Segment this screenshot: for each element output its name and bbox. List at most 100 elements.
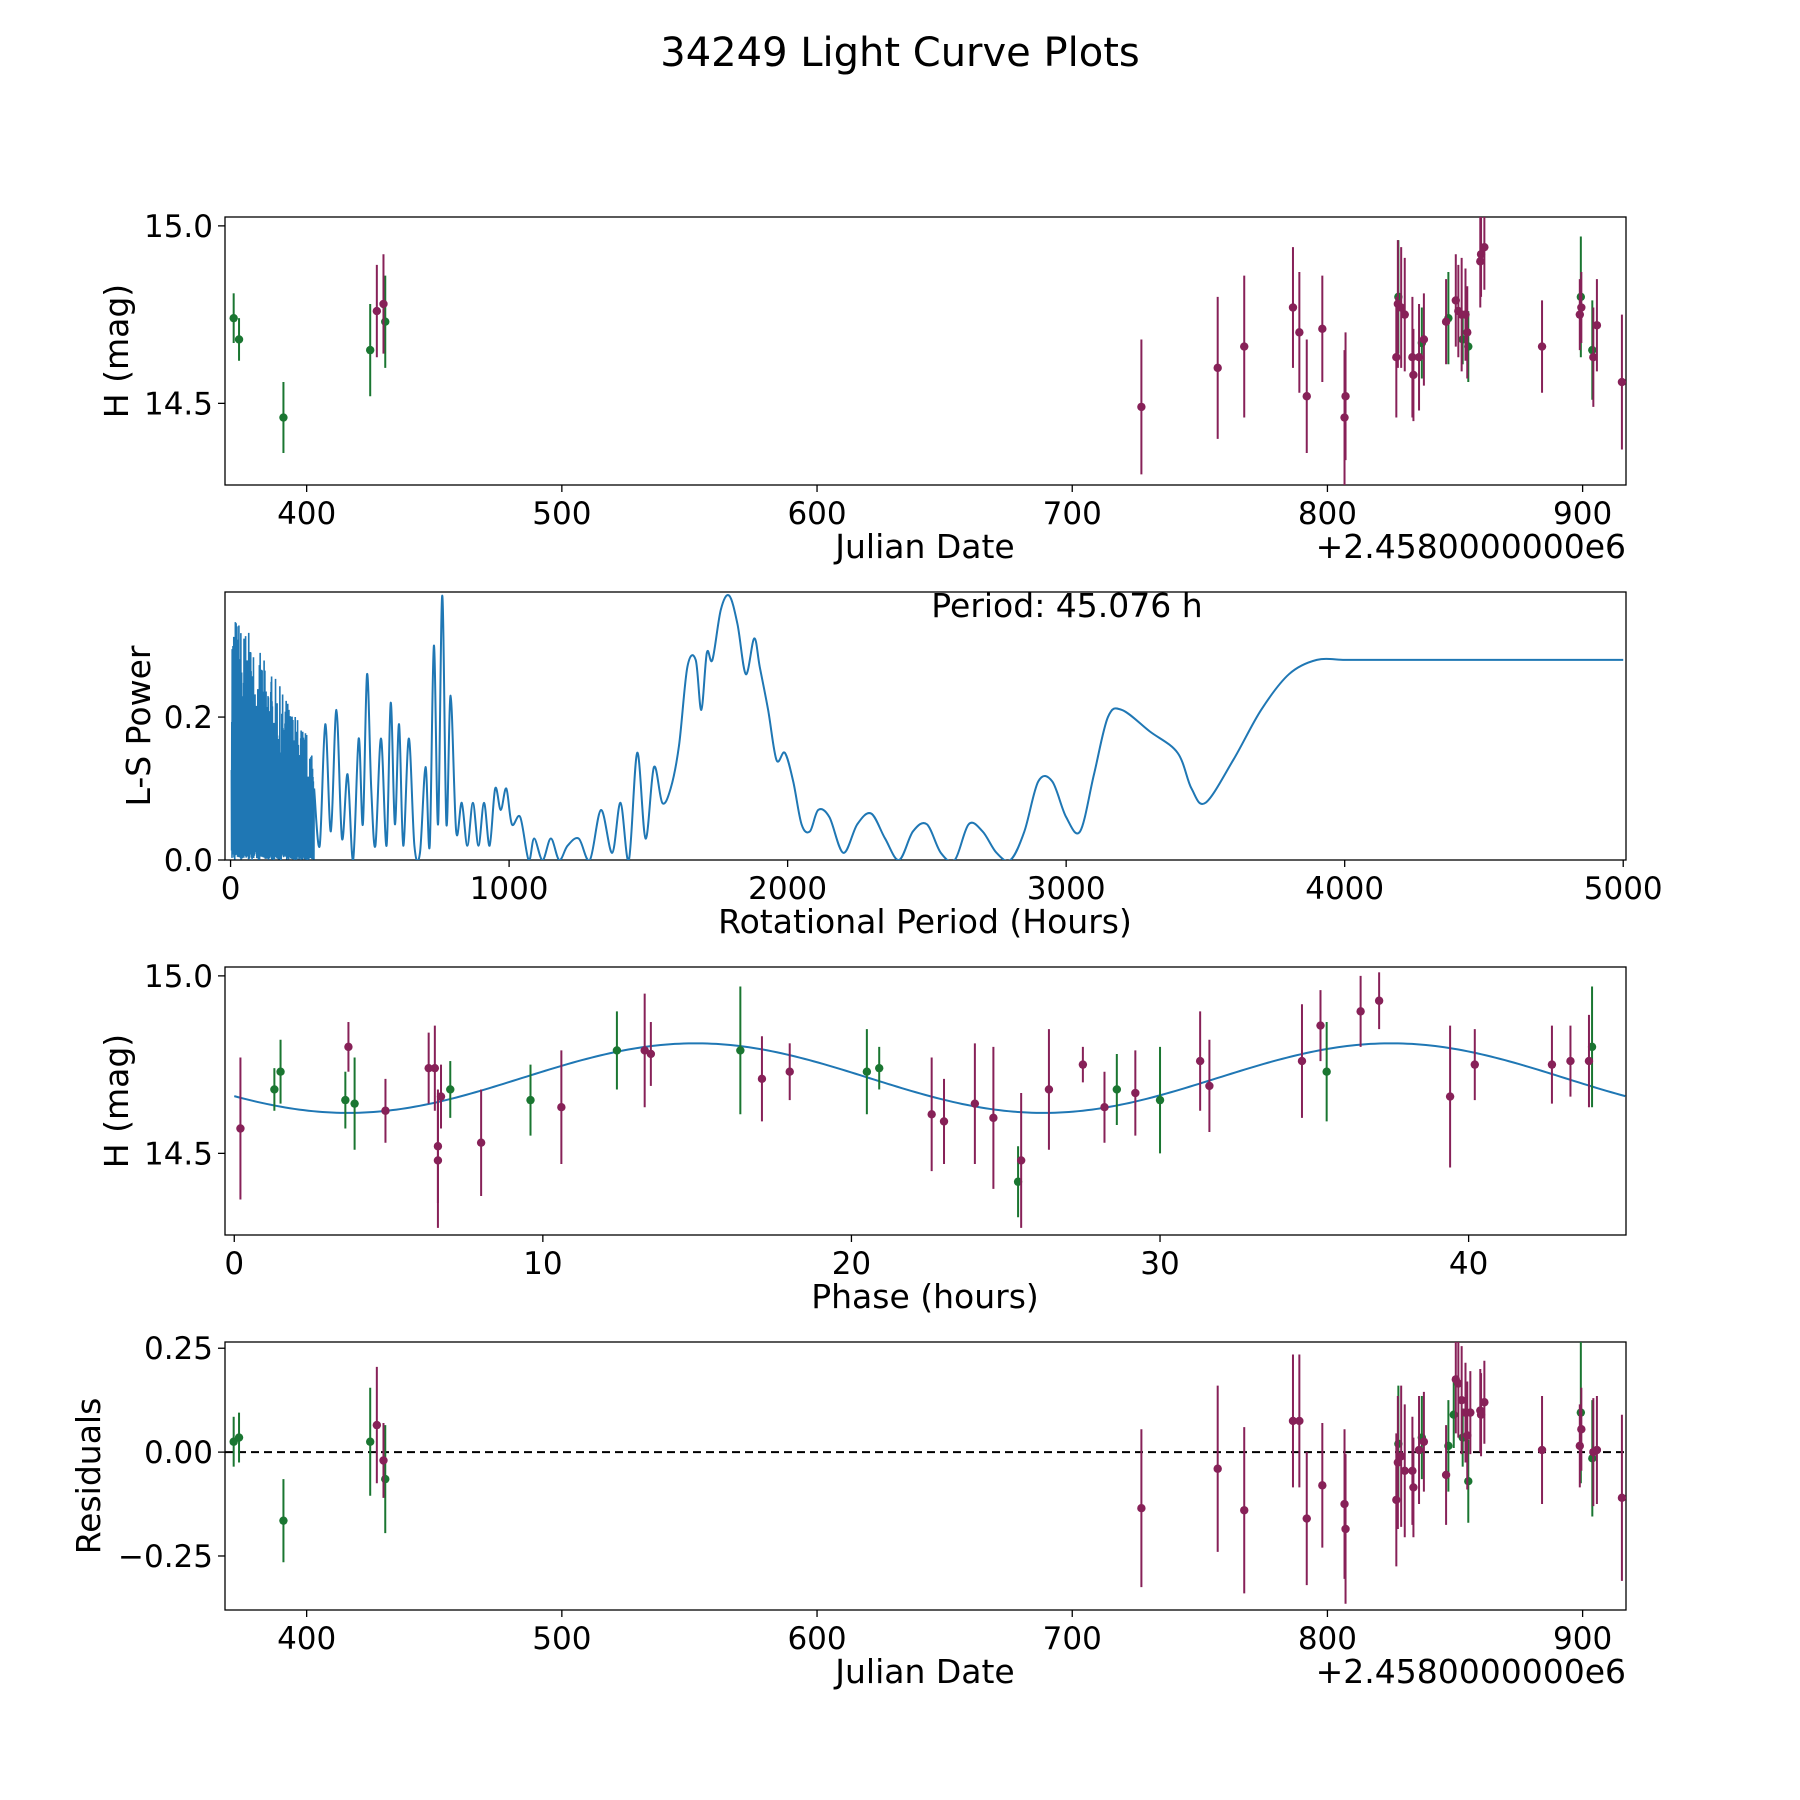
zr-data-point — [1131, 1088, 1140, 1098]
zr-data-point — [1205, 1081, 1214, 1091]
zr-data-point — [1195, 1056, 1205, 1066]
zr-data-point — [1466, 1408, 1475, 1417]
phase-xlabel: Phase (hours) — [811, 1277, 1039, 1316]
x-tick-label: 900 — [1553, 496, 1612, 532]
zg-data-point — [341, 1095, 350, 1105]
zr-data-point — [1302, 1514, 1311, 1523]
zr-data-point — [1392, 353, 1401, 362]
zg-data-point — [234, 335, 244, 344]
zr-data-point — [379, 299, 388, 309]
x-tick-label: 400 — [277, 496, 336, 532]
y-tick-label: 14.5 — [144, 1136, 213, 1172]
x-tick-label: 20 — [832, 1246, 871, 1282]
zg-data-point — [381, 317, 390, 326]
zr-data-point — [1575, 1441, 1585, 1451]
y-tick-label: −0.25 — [118, 1539, 213, 1575]
zr-data-point — [1341, 392, 1350, 401]
y-tick-label: 15.0 — [144, 209, 213, 245]
zr-data-point — [424, 1063, 433, 1073]
zg-data-point — [612, 1046, 622, 1055]
zr-data-point — [1078, 1060, 1088, 1069]
zr-data-point — [1592, 1445, 1602, 1455]
phase-ylabel: H (mag) — [97, 1034, 136, 1168]
zr-data-point — [1575, 310, 1585, 319]
zr-data-point — [1340, 413, 1349, 422]
zr-data-point — [1414, 1445, 1424, 1455]
zr-data-point — [1213, 363, 1222, 373]
zg-data-point — [234, 1433, 244, 1442]
light-curve-ylabel: H (mag) — [97, 284, 136, 418]
figure-title: 34249 Light Curve Plots — [660, 30, 1139, 76]
zg-data-point — [1464, 1476, 1473, 1486]
x-tick-label: 30 — [1140, 1246, 1179, 1282]
zg-data-point — [862, 1067, 872, 1076]
zg-data-point — [875, 1063, 884, 1073]
zr-data-point — [1414, 353, 1424, 362]
light-curve-ticks: 400 500 600 700 800 900 15.0 14.5 — [144, 209, 1612, 532]
light-curve-points — [229, 217, 1626, 485]
zr-data-point — [1295, 1416, 1304, 1426]
zr-data-point — [1295, 328, 1304, 337]
y-tick-label: 15.0 — [144, 959, 213, 995]
model-fit-curve — [234, 1042, 1626, 1114]
zg-data-point — [446, 1085, 455, 1094]
x-tick-label: 0 — [224, 1246, 244, 1282]
zr-data-point — [372, 306, 382, 316]
residuals-points — [225, 1342, 1626, 1604]
periodogram-dense-region — [230, 622, 315, 860]
zr-data-point — [785, 1067, 794, 1076]
zr-data-point — [1408, 353, 1417, 362]
x-tick-label: 4000 — [1305, 871, 1384, 907]
phase-ticks: 0 10 20 30 40 15.0 14.5 — [144, 959, 1488, 1282]
zr-data-point — [927, 1110, 936, 1119]
zr-data-point — [1566, 1056, 1575, 1066]
zr-data-point — [1016, 1156, 1026, 1165]
residuals-axes — [224, 1341, 1627, 1611]
zr-data-point — [1441, 317, 1451, 326]
zg-data-point — [276, 1067, 285, 1076]
zg-data-point — [279, 413, 288, 422]
zg-data-point — [1322, 1067, 1331, 1076]
zr-data-point — [1318, 1481, 1327, 1490]
phase-points — [234, 972, 1626, 1228]
zr-data-point — [1537, 1445, 1547, 1455]
x-tick-label: 2000 — [748, 871, 827, 907]
zr-data-point — [1419, 1437, 1429, 1446]
zg-data-point — [350, 1099, 359, 1108]
x-tick-label: 700 — [1043, 496, 1102, 532]
zr-data-point — [379, 1456, 388, 1465]
light-curve-axes — [224, 216, 1627, 486]
zr-data-point — [1288, 303, 1298, 312]
y-tick-label: 0.25 — [144, 1331, 213, 1367]
periodogram-xlabel: Rotational Period (Hours) — [718, 902, 1132, 941]
zg-data-point — [229, 313, 238, 323]
zr-data-point — [970, 1099, 980, 1108]
zg-data-point — [381, 1474, 390, 1484]
zr-data-point — [1341, 1524, 1350, 1534]
zr-data-point — [1445, 1092, 1455, 1101]
zr-data-point — [1400, 310, 1409, 319]
zr-data-point — [1297, 1056, 1307, 1066]
light-curve-panel: 400 500 600 700 800 900 15.0 14.5 Julian Date H… — [97, 209, 1627, 566]
zr-data-point — [1617, 377, 1626, 387]
zr-data-point — [1392, 1495, 1401, 1505]
y-tick-label: 0.0 — [164, 843, 213, 879]
zr-data-point — [1137, 1504, 1146, 1513]
zr-data-point — [1400, 1466, 1409, 1476]
zg-data-point — [526, 1095, 535, 1105]
x-tick-label: 3000 — [1027, 871, 1106, 907]
zr-data-point — [989, 1113, 998, 1123]
zr-data-point — [433, 1156, 443, 1165]
zr-data-point — [1547, 1060, 1557, 1069]
x-tick-label: 800 — [1298, 1621, 1357, 1657]
periodogram-annotation: Period: 45.076 h — [931, 586, 1202, 625]
residuals-ylabel: Residuals — [69, 1398, 108, 1555]
residuals-offset-text: +2.4580000000e6 — [1316, 1652, 1626, 1691]
y-tick-label: 0.00 — [144, 1435, 213, 1471]
zg-data-point — [366, 1437, 375, 1446]
x-tick-label: 600 — [787, 496, 846, 532]
errorbar-series-group — [236, 972, 1597, 1228]
x-tick-label: 400 — [277, 1621, 336, 1657]
zr-data-point — [1617, 1493, 1626, 1503]
